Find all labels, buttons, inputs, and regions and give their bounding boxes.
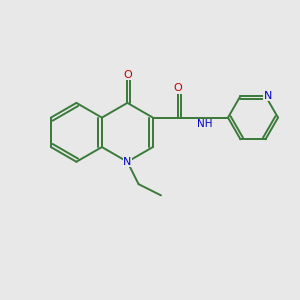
Text: O: O	[123, 70, 132, 80]
Text: N: N	[264, 91, 272, 101]
Text: NH: NH	[197, 119, 212, 129]
Text: N: N	[123, 157, 132, 167]
Text: O: O	[173, 83, 182, 93]
